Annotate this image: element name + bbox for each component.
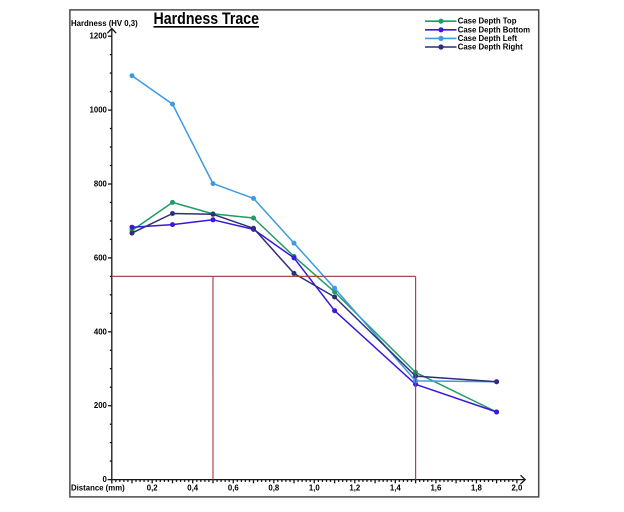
svg-text:Distance (mm): Distance (mm): [71, 484, 125, 493]
svg-text:1,8: 1,8: [471, 483, 483, 492]
svg-text:0,4: 0,4: [187, 483, 199, 492]
svg-text:Case Depth Top: Case Depth Top: [458, 17, 517, 26]
svg-text:0,6: 0,6: [228, 483, 240, 492]
svg-text:1200: 1200: [90, 32, 108, 41]
svg-text:1,6: 1,6: [430, 483, 442, 492]
svg-text:0: 0: [103, 475, 108, 484]
svg-text:400: 400: [94, 327, 108, 336]
svg-text:1,4: 1,4: [390, 483, 402, 492]
svg-text:Case Depth Left: Case Depth Left: [458, 34, 518, 43]
svg-text:0,2: 0,2: [147, 483, 159, 492]
svg-text:1,2: 1,2: [349, 483, 361, 492]
svg-text:0,8: 0,8: [268, 483, 280, 492]
svg-text:Case Depth Right: Case Depth Right: [458, 43, 523, 52]
svg-text:800: 800: [94, 180, 108, 189]
svg-text:1,0: 1,0: [309, 483, 321, 492]
svg-text:Hardness Trace: Hardness Trace: [154, 9, 260, 28]
svg-text:Hardness (HV 0,3): Hardness (HV 0,3): [71, 19, 138, 28]
svg-text:1000: 1000: [90, 106, 108, 115]
svg-text:2,0: 2,0: [511, 483, 523, 492]
svg-text:200: 200: [94, 401, 108, 410]
svg-text:600: 600: [94, 253, 108, 262]
svg-text:Case Depth Bottom: Case Depth Bottom: [458, 25, 530, 34]
